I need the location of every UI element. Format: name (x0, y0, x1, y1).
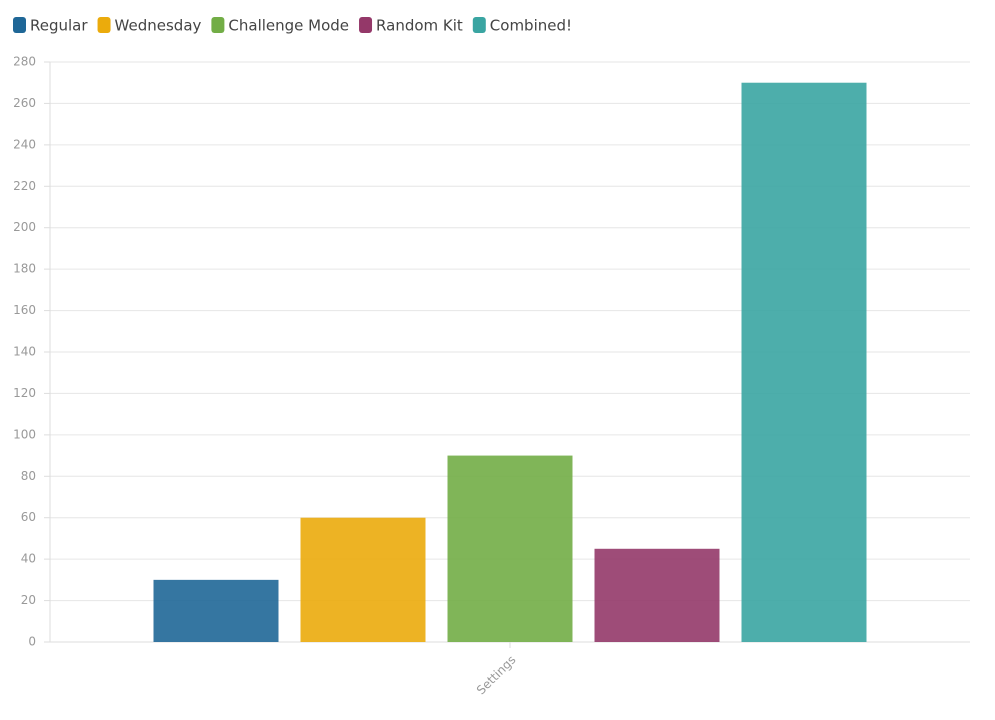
bar (447, 455, 573, 642)
legend-label[interactable]: Challenge Mode (228, 17, 349, 35)
x-tick-label: Settings (474, 653, 519, 698)
legend-label[interactable]: Combined! (490, 17, 572, 35)
y-tick-label: 280 (13, 55, 36, 69)
y-tick-label: 180 (13, 262, 36, 276)
y-tick-label: 0 (28, 635, 36, 649)
legend-swatch[interactable] (472, 17, 486, 33)
bar (594, 548, 720, 642)
y-tick-label: 100 (13, 427, 36, 441)
legend-swatch[interactable] (359, 17, 373, 33)
legend-label[interactable]: Random Kit (376, 17, 463, 35)
y-tick-label: 40 (21, 552, 36, 566)
y-tick-label: 160 (13, 303, 36, 317)
y-tick-label: 120 (13, 386, 36, 400)
legend-swatch[interactable] (13, 17, 26, 33)
y-tick-label: 200 (13, 220, 36, 234)
y-tick-label: 60 (21, 510, 36, 524)
y-tick-label: 80 (21, 469, 36, 483)
legend-label[interactable]: Regular (30, 17, 88, 35)
y-tick-label: 140 (13, 345, 36, 359)
y-tick-label: 20 (21, 593, 36, 607)
y-tick-label: 220 (13, 179, 36, 193)
y-tick-label: 260 (13, 96, 36, 110)
legend-label[interactable]: Wednesday (115, 17, 202, 35)
legend-swatch[interactable] (211, 17, 225, 33)
bar (741, 82, 867, 642)
bar (153, 579, 279, 642)
y-tick-label: 240 (13, 137, 36, 151)
bar (300, 517, 426, 642)
legend-swatch[interactable] (97, 17, 111, 33)
